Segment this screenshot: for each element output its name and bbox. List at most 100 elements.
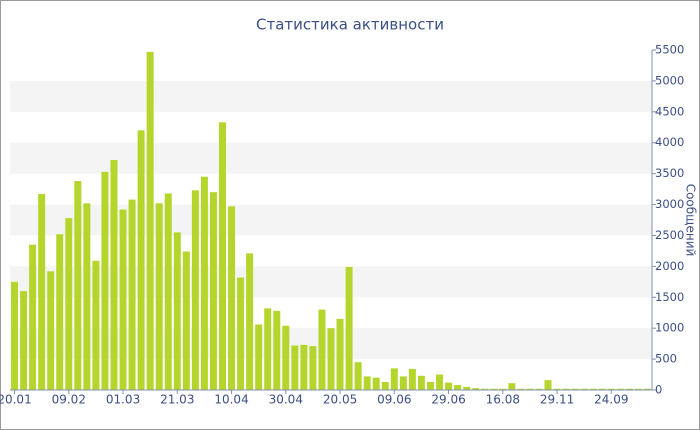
- bar: [399, 376, 407, 390]
- bar: [327, 328, 335, 390]
- bar: [562, 388, 570, 390]
- y-tick-label: 2500: [655, 228, 684, 242]
- grid-band: [10, 80, 652, 112]
- bar: [309, 346, 317, 390]
- y-tick-label: 5000: [655, 73, 684, 87]
- y-tick-label: 4500: [655, 104, 684, 118]
- bar: [345, 266, 353, 390]
- x-tick-label: 30.04: [269, 393, 303, 407]
- bar: [11, 281, 19, 390]
- x-tick-label: 10.04: [214, 393, 248, 407]
- bar: [119, 209, 127, 390]
- bar: [643, 388, 651, 390]
- bar: [164, 193, 172, 390]
- bar: [354, 362, 362, 390]
- bar: [29, 244, 37, 390]
- bar: [553, 388, 561, 390]
- x-tick-label: 09.06: [377, 393, 411, 407]
- bar: [544, 380, 552, 390]
- bar: [408, 368, 416, 390]
- bar: [65, 218, 73, 390]
- bar: [101, 171, 109, 390]
- bar: [228, 206, 236, 390]
- bar: [246, 253, 254, 390]
- y-tick-label: 3000: [655, 197, 684, 211]
- bar: [571, 388, 579, 390]
- bar: [110, 160, 118, 390]
- bar: [237, 277, 245, 390]
- y-tick-label: 5500: [655, 43, 684, 57]
- bar: [291, 345, 299, 390]
- bar: [634, 388, 642, 390]
- bar: [155, 203, 163, 390]
- bar: [508, 383, 516, 390]
- chart-title: Статистика активности: [256, 16, 444, 34]
- x-tick-label: 29.11: [540, 393, 574, 407]
- bar: [481, 388, 489, 390]
- bar: [173, 232, 181, 390]
- x-tick-label: 20.01: [0, 393, 32, 407]
- bar: [390, 368, 398, 390]
- bar: [426, 381, 434, 390]
- bar: [336, 318, 344, 390]
- y-axis-label: Сообщений: [684, 184, 698, 257]
- bar: [616, 388, 624, 390]
- bar: [598, 388, 606, 390]
- bar: [381, 381, 389, 390]
- bar: [490, 388, 498, 390]
- bar: [463, 386, 471, 390]
- bar: [83, 203, 91, 390]
- bar: [273, 310, 281, 390]
- bar: [472, 388, 480, 390]
- bar: [182, 251, 190, 390]
- bar: [517, 388, 525, 390]
- bar: [209, 192, 217, 390]
- bar: [580, 388, 588, 390]
- bar: [200, 176, 208, 390]
- y-tick-label: 3500: [655, 166, 684, 180]
- bar: [607, 388, 615, 390]
- y-tick-label: 1000: [655, 321, 684, 335]
- bar: [218, 122, 226, 390]
- x-tick-label: 29.06: [431, 393, 465, 407]
- bar: [372, 377, 380, 390]
- bar: [363, 376, 371, 390]
- x-tick-label: 01.03: [106, 393, 140, 407]
- bar: [128, 199, 136, 390]
- y-tick-label: 500: [655, 352, 677, 366]
- y-tick-label: 2000: [655, 259, 684, 273]
- y-tick-label: 4000: [655, 135, 684, 149]
- bar: [589, 388, 597, 390]
- bar: [625, 388, 633, 390]
- bar: [47, 271, 55, 390]
- bar: [417, 375, 425, 390]
- bar: [264, 308, 272, 390]
- bar: [535, 388, 543, 390]
- bar: [56, 234, 64, 390]
- x-tick-label: 09.02: [52, 393, 86, 407]
- bar: [137, 130, 145, 390]
- bar: [526, 388, 534, 390]
- x-tick-label: 21.03: [160, 393, 194, 407]
- x-tick-label: 24.09: [594, 393, 628, 407]
- bar: [146, 51, 154, 390]
- bar: [74, 181, 82, 390]
- bar: [20, 291, 28, 390]
- bar: [318, 309, 326, 390]
- bar: [499, 388, 507, 390]
- x-tick-label: 20.05: [323, 393, 357, 407]
- bar: [255, 324, 263, 390]
- plot: 0 500 1000 1500 2000 2500 3000 3500 4000 4500 5000…: [0, 43, 684, 407]
- y-tick-label: 1500: [655, 290, 684, 304]
- bar: [191, 190, 199, 390]
- y-tick-label: 0: [655, 383, 662, 397]
- x-tick-label: 16.08: [486, 393, 520, 407]
- bar: [436, 374, 444, 390]
- grid-band: [10, 142, 652, 174]
- bar: [454, 385, 462, 390]
- bar: [92, 260, 100, 390]
- bar: [282, 325, 290, 390]
- bar: [38, 194, 46, 390]
- bar: [300, 344, 308, 390]
